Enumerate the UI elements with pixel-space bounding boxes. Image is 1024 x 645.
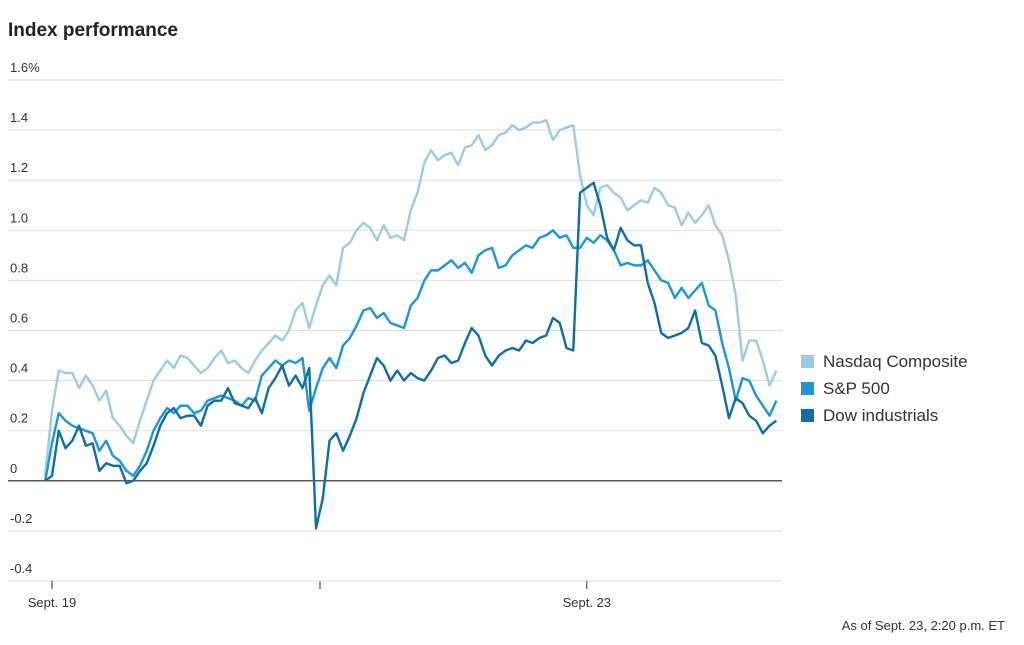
y-tick-label: -0.2 — [10, 511, 32, 526]
y-tick-label: 0.2 — [10, 411, 28, 426]
y-tick-label: 1.6% — [10, 60, 40, 75]
y-tick-label: 1.2 — [10, 160, 28, 175]
chart-title: Index performance — [8, 20, 178, 41]
legend-swatch — [801, 355, 814, 368]
legend-label: Nasdaq Composite — [823, 352, 968, 371]
series-line — [44, 181, 778, 530]
footnote: As of Sept. 23, 2:20 p.m. ET — [842, 618, 1005, 633]
series-line — [44, 118, 778, 476]
legend-swatch — [801, 382, 814, 395]
y-tick-label: 0.6 — [10, 311, 28, 326]
x-tick-label: Sept. 23 — [563, 595, 611, 610]
series-line — [44, 229, 778, 482]
legend-label: S&P 500 — [823, 379, 890, 398]
y-tick-label: 0.8 — [10, 260, 28, 275]
legend-label: Dow industrials — [823, 406, 938, 425]
y-tick-label: 0.4 — [10, 361, 28, 376]
x-tick-label: Sept. 19 — [28, 595, 76, 610]
y-tick-label: 1.4 — [10, 110, 28, 125]
y-tick-label: -0.4 — [10, 561, 32, 576]
legend-swatch — [801, 409, 814, 422]
y-tick-label: 1.0 — [10, 210, 28, 225]
y-tick-label: 0 — [10, 461, 17, 476]
